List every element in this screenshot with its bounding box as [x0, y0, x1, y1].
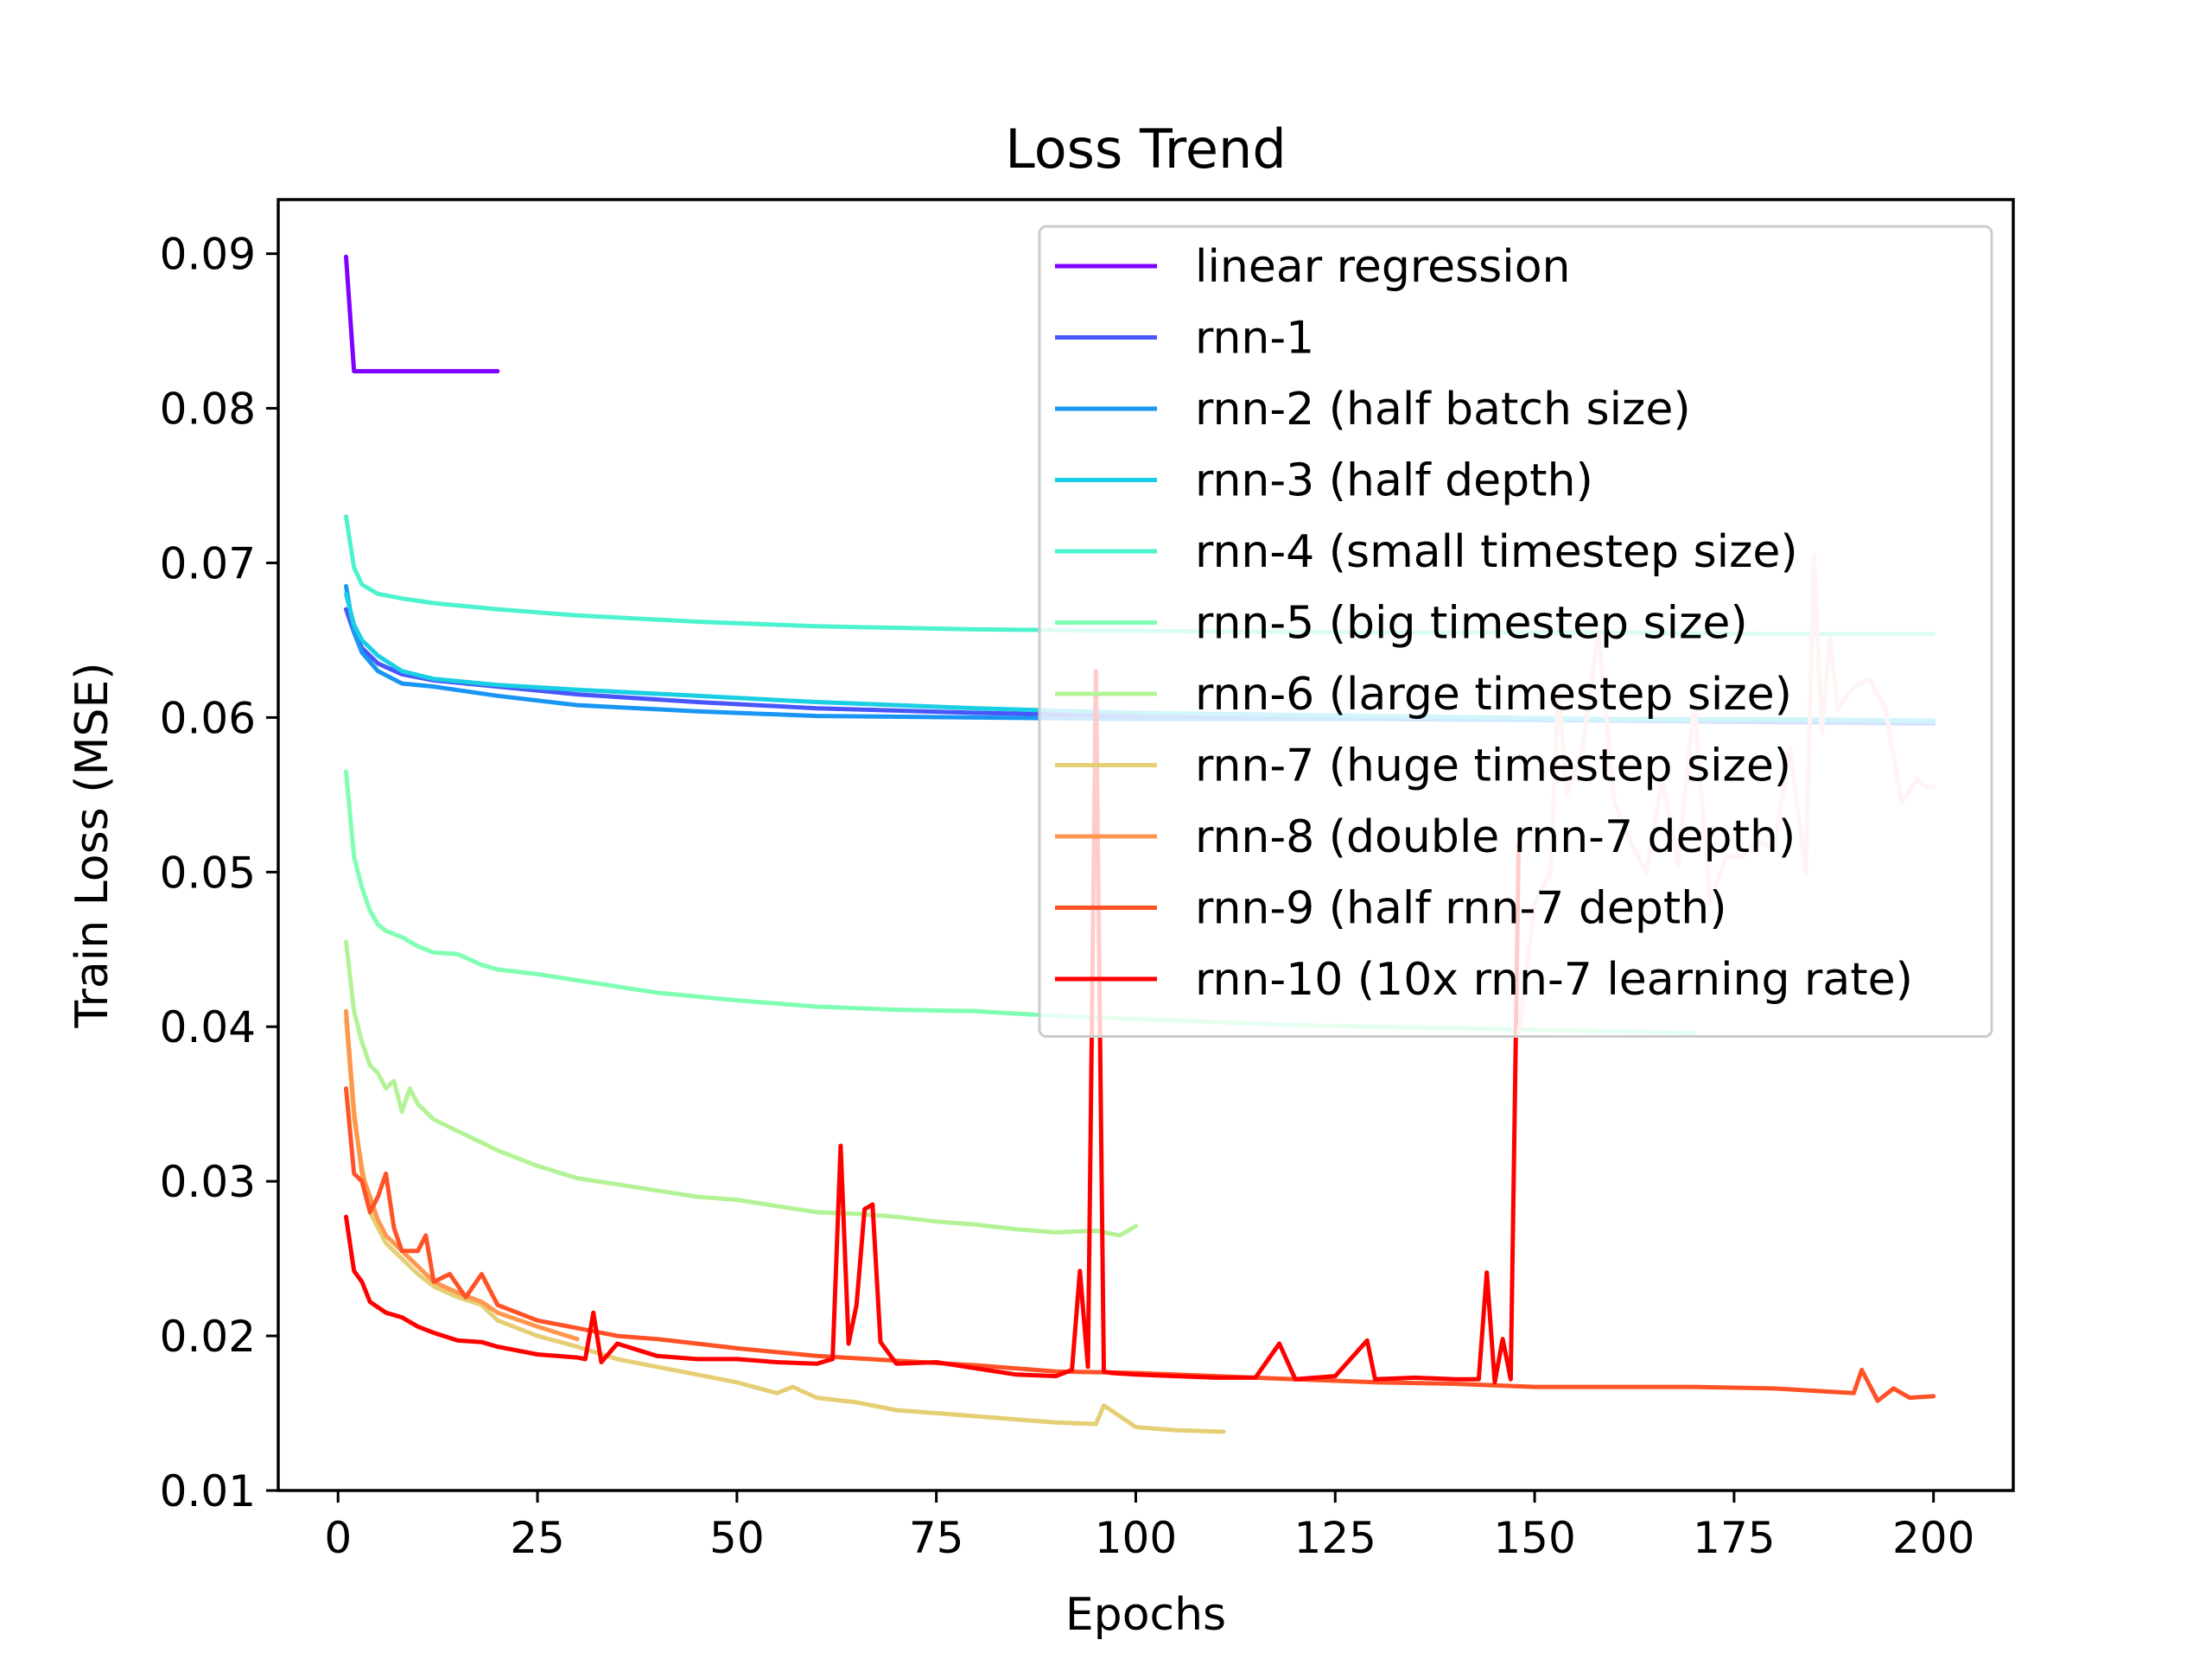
legend-label: rnn-2 (half batch size)	[1195, 384, 1691, 435]
y-tick-label: 0.02	[160, 1312, 256, 1362]
x-tick-label: 100	[1095, 1513, 1177, 1563]
y-tick-label: 0.07	[160, 538, 256, 588]
legend-box	[1038, 225, 1993, 1038]
series-line-10	[344, 669, 1522, 1385]
legend-label: rnn-5 (big timestep size)	[1195, 598, 1748, 650]
series-line-8	[344, 1008, 580, 1342]
legend-label: rnn-7 (huge timestep size)	[1195, 741, 1791, 792]
legend-label: rnn-1	[1195, 313, 1314, 365]
y-axis-label: Train Loss (MSE)	[67, 662, 118, 1028]
y-tick-label: 0.06	[160, 693, 256, 743]
legend-label: linear regression	[1195, 241, 1570, 293]
x-tick-label: 125	[1294, 1513, 1376, 1563]
x-tick-label: 175	[1693, 1513, 1775, 1563]
y-tick-label: 0.01	[160, 1466, 256, 1516]
legend-label: rnn-8 (double rnn-7 depth)	[1195, 811, 1796, 863]
series-layer	[344, 254, 1936, 1434]
legend-label: rnn-9 (half rnn-7 depth)	[1195, 883, 1727, 935]
x-axis: 0 25 50 75 100 125 150 175 200	[324, 1491, 1974, 1563]
y-tick-label: 0.05	[160, 848, 256, 898]
y-tick-label: 0.03	[160, 1157, 256, 1207]
legend-label: rnn-10 (10x rnn-7 learning rate)	[1195, 954, 1913, 1006]
series-line-6	[344, 939, 1138, 1238]
x-tick-label: 0	[324, 1513, 352, 1563]
plot-frame	[276, 198, 2015, 1492]
series-line-0	[344, 254, 500, 374]
series-line-9	[344, 1086, 1936, 1403]
x-tick-label: 25	[510, 1513, 565, 1563]
legend-label: rnn-4 (small timestep size)	[1195, 526, 1798, 578]
x-axis-label: Epochs	[1065, 1589, 1226, 1641]
y-tick-label: 0.09	[160, 230, 256, 280]
legend-label: rnn-6 (large timestep size)	[1195, 669, 1792, 721]
x-tick-label: 75	[909, 1513, 964, 1563]
x-tick-label: 200	[1892, 1513, 1974, 1563]
y-axis: 0.01 0.02 0.03 0.04 0.05 0.06 0.07 0.08 0.09	[160, 230, 278, 1516]
legend: linear regression rnn-1 rnn-2 (half batch …	[1038, 225, 1993, 1038]
x-tick-label: 150	[1493, 1513, 1575, 1563]
chart-title: Loss Trend	[1005, 118, 1286, 181]
x-tick-label: 50	[709, 1513, 765, 1563]
y-tick-label: 0.04	[160, 1002, 256, 1052]
y-tick-label: 0.08	[160, 385, 256, 435]
legend-label: rnn-3 (half depth)	[1195, 455, 1593, 507]
series-line-7	[344, 1016, 1226, 1434]
